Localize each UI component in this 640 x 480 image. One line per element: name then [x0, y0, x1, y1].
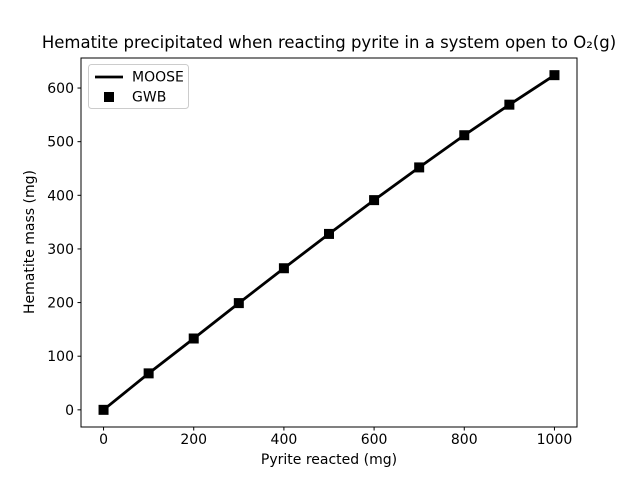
legend-label-gwb: GWB — [132, 90, 166, 106]
x-tick-label: 200 — [180, 432, 207, 448]
y-tick-label: 300 — [47, 242, 74, 258]
axes-frame — [80, 57, 578, 428]
x-tick-label: 0 — [99, 432, 108, 448]
legend-marker-sample — [104, 92, 114, 102]
gwb-marker — [98, 404, 109, 415]
x-axis-label: Pyrite reacted (mg) — [261, 452, 397, 468]
y-axis-label: Hematite mass (mg) — [22, 170, 38, 314]
gwb-marker — [188, 333, 199, 344]
plot-area: 0 200 400 600 800 1000 0 100 200 300 400 500 600 MOOS… — [47, 57, 578, 448]
gwb-marker — [504, 99, 515, 110]
moose-line — [102, 73, 556, 411]
y-tick-label: 400 — [47, 188, 74, 204]
y-tick-label: 500 — [47, 135, 74, 151]
gwb-marker — [233, 298, 244, 309]
chart-title: Hematite precipitated when reacting pyri… — [42, 33, 616, 52]
x-tick-label: 1000 — [537, 432, 573, 448]
y-tick-label: 200 — [47, 296, 74, 312]
gwb-marker — [459, 130, 470, 141]
y-tick-label: 0 — [65, 403, 74, 419]
gwb-marker — [414, 162, 425, 173]
gwb-marker — [143, 368, 154, 379]
gwb-marker — [369, 195, 380, 206]
x-tick-label: 400 — [271, 432, 298, 448]
y-tick-label: 100 — [47, 349, 74, 365]
y-tick-label: 600 — [47, 81, 74, 97]
x-tick-label: 800 — [451, 432, 478, 448]
gwb-marker — [549, 70, 560, 81]
gwb-marker — [278, 263, 289, 274]
gwb-marker — [324, 228, 334, 239]
legend-label-moose: MOOSE — [132, 70, 184, 86]
x-tick-label: 600 — [361, 432, 388, 448]
